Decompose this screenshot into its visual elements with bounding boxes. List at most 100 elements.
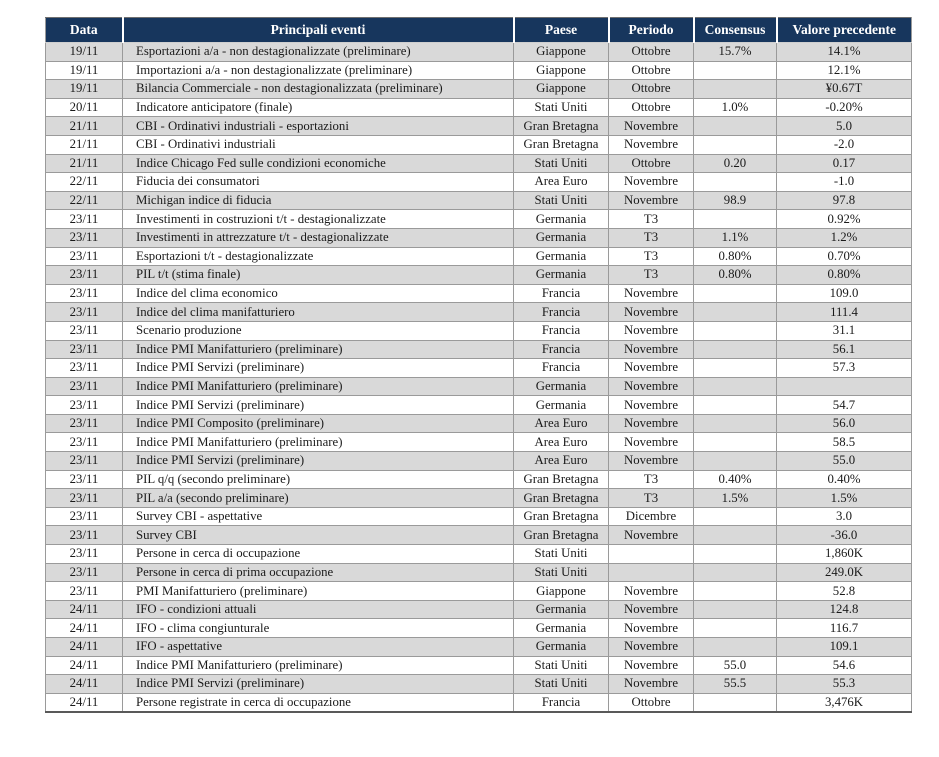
cell-periodo: Ottobre [608, 42, 694, 62]
cell-paese: Francia [513, 339, 609, 360]
cell-consensus: 15.7% [693, 42, 777, 62]
cell-data: 23/11 [45, 320, 123, 341]
cell-valore: -0.20% [776, 97, 912, 118]
table-row: 23/11 Investimenti in attrezzature t/t - … [45, 227, 912, 248]
cell-evento: IFO - condizioni attuali [122, 599, 514, 620]
column-header-data: Data [45, 17, 124, 43]
cell-paese: Area Euro [513, 172, 609, 192]
cell-valore: 57.3 [776, 358, 912, 378]
table-row: 21/11 CBI - Ordinativi industriali - espo… [45, 116, 912, 136]
cell-consensus [693, 544, 777, 564]
table-row: 23/11 Survey CBI Gran Bretagna Novembre -36.… [45, 525, 912, 546]
cell-data: 24/11 [45, 692, 123, 713]
cell-valore: 0.70% [776, 246, 912, 267]
cell-paese: Germania [513, 227, 609, 248]
cell-data: 19/11 [45, 60, 123, 81]
cell-consensus [693, 581, 777, 601]
cell-consensus [693, 116, 777, 136]
cell-consensus [693, 525, 777, 546]
cell-data: 23/11 [45, 413, 123, 434]
cell-evento: Fiducia dei consumatori [122, 172, 514, 192]
cell-evento: CBI - Ordinativi industriali - esportazi… [122, 116, 514, 136]
cell-periodo: Ottobre [608, 97, 694, 118]
cell-consensus [693, 395, 777, 415]
cell-paese: Gran Bretagna [513, 506, 609, 527]
cell-paese: Francia [513, 692, 609, 713]
cell-data: 23/11 [45, 209, 123, 229]
cell-paese: Gran Bretagna [513, 469, 609, 490]
cell-valore: 56.1 [776, 339, 912, 360]
cell-periodo: Novembre [608, 190, 694, 211]
cell-periodo: T3 [608, 209, 694, 229]
cell-data: 23/11 [45, 376, 123, 397]
cell-paese: Stati Uniti [513, 562, 609, 583]
cell-evento: Investimenti in costruzioni t/t - destag… [122, 209, 514, 229]
cell-consensus: 0.80% [693, 265, 777, 285]
cell-evento: Indice PMI Servizi (preliminare) [122, 451, 514, 471]
cell-valore: 55.3 [776, 674, 912, 694]
cell-valore: 109.0 [776, 283, 912, 304]
cell-valore: 1,860K [776, 544, 912, 564]
cell-valore: 12.1% [776, 60, 912, 81]
cell-periodo: Novembre [608, 376, 694, 397]
cell-consensus [693, 618, 777, 638]
cell-consensus: 0.20 [693, 153, 777, 174]
cell-evento: Scenario produzione [122, 320, 514, 341]
cell-periodo: Novembre [608, 172, 694, 192]
cell-consensus [693, 413, 777, 434]
cell-evento: Indice Chicago Fed sulle condizioni econ… [122, 153, 514, 174]
cell-evento: Persone in cerca di prima occupazione [122, 562, 514, 583]
cell-evento: Indice PMI Manifatturiero (preliminare) [122, 376, 514, 397]
cell-periodo: Novembre [608, 655, 694, 676]
cell-paese: Area Euro [513, 432, 609, 453]
cell-paese: Germania [513, 599, 609, 620]
cell-periodo: Novembre [608, 339, 694, 360]
cell-data: 21/11 [45, 153, 123, 174]
cell-consensus [693, 599, 777, 620]
table-row: 23/11 Indice del clima manifatturiero Fran… [45, 302, 912, 322]
cell-data: 23/11 [45, 265, 123, 285]
cell-paese: Stati Uniti [513, 97, 609, 118]
table-row: 23/11 Esportazioni t/t - destagionalizzat… [45, 246, 912, 267]
cell-evento: Importazioni a/a - non destagionalizzate… [122, 60, 514, 81]
cell-evento: Indice PMI Manifatturiero (preliminare) [122, 432, 514, 453]
table-row: 24/11 IFO - clima congiunturale Germania No… [45, 618, 912, 638]
cell-consensus: 98.9 [693, 190, 777, 211]
cell-evento: Esportazioni t/t - destagionalizzate [122, 246, 514, 267]
cell-periodo: Novembre [608, 358, 694, 378]
cell-evento: Indice PMI Composito (preliminare) [122, 413, 514, 434]
cell-valore: 124.8 [776, 599, 912, 620]
cell-paese: Germania [513, 209, 609, 229]
cell-valore: 3,476K [776, 692, 912, 713]
cell-consensus [693, 172, 777, 192]
cell-evento: Indice del clima economico [122, 283, 514, 304]
table-header: Data Principali eventi Paese Periodo Con… [45, 17, 912, 43]
cell-paese: Stati Uniti [513, 153, 609, 174]
cell-valore: 54.7 [776, 395, 912, 415]
cell-paese: Germania [513, 265, 609, 285]
cell-periodo: Novembre [608, 525, 694, 546]
cell-valore: -36.0 [776, 525, 912, 546]
table-row: 21/11 CBI - Ordinativi industriali Gran Br… [45, 134, 912, 155]
table-row: 23/11 Indice PMI Composito (preliminare) A… [45, 413, 912, 434]
cell-consensus [693, 637, 777, 657]
cell-paese: Francia [513, 283, 609, 304]
cell-paese: Gran Bretagna [513, 525, 609, 546]
table-row: 23/11 PIL a/a (secondo preliminare) Gran B… [45, 488, 912, 508]
cell-consensus [693, 376, 777, 397]
cell-consensus: 1.5% [693, 488, 777, 508]
cell-consensus: 0.40% [693, 469, 777, 490]
cell-data: 21/11 [45, 134, 123, 155]
table-row: 22/11 Fiducia dei consumatori Area Euro Nov… [45, 172, 912, 192]
cell-evento: PIL t/t (stima finale) [122, 265, 514, 285]
cell-consensus [693, 432, 777, 453]
cell-consensus [693, 283, 777, 304]
cell-consensus [693, 358, 777, 378]
cell-valore: 14.1% [776, 42, 912, 62]
table-row: 20/11 Indicatore anticipatore (finale) Sta… [45, 97, 912, 118]
cell-data: 23/11 [45, 506, 123, 527]
cell-valore: 52.8 [776, 581, 912, 601]
cell-consensus [693, 692, 777, 713]
cell-paese: Germania [513, 618, 609, 638]
table-row: 23/11 PIL q/q (secondo preliminare) Gran B… [45, 469, 912, 490]
